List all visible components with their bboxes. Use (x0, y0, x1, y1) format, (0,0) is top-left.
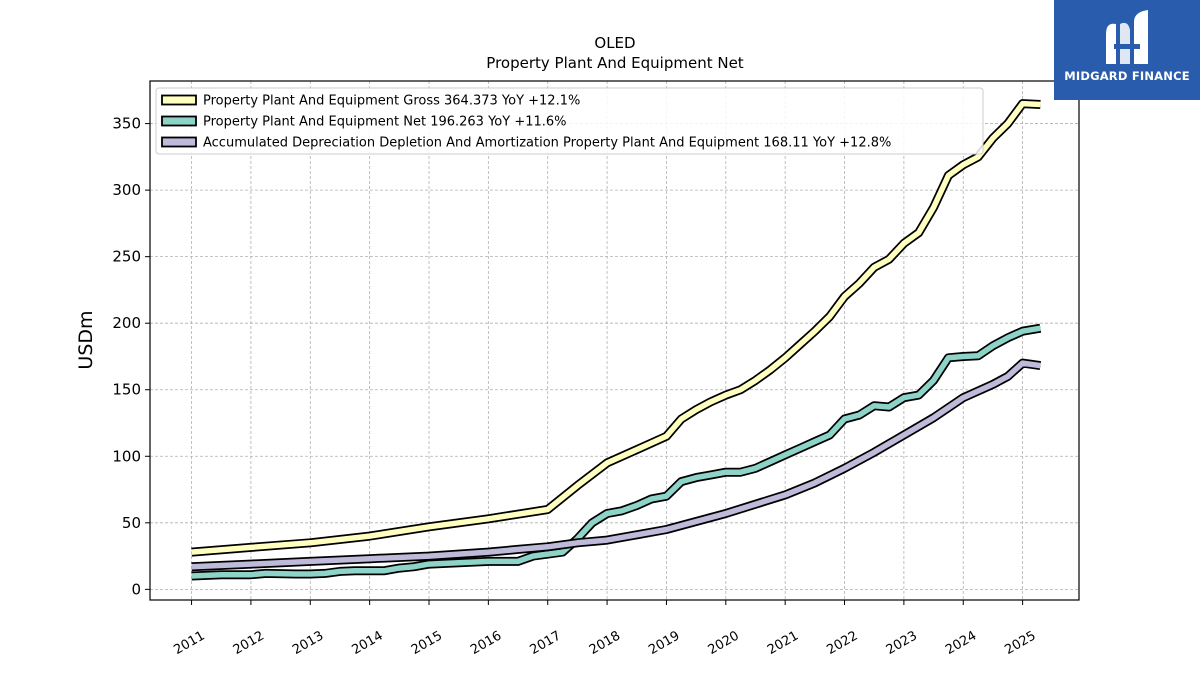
x-tick-label: 2017 (528, 628, 564, 658)
legend-swatch (161, 94, 197, 106)
midgard-logo-icon (1106, 10, 1148, 64)
y-tick-label: 0 (131, 580, 141, 598)
y-tick-label: 250 (112, 248, 141, 266)
legend-entry: Accumulated Depreciation Depletion And A… (203, 136, 891, 151)
x-tick-label: 2015 (409, 628, 445, 658)
x-tick-label: 2019 (646, 628, 682, 658)
x-tick-label: 2024 (943, 628, 979, 658)
brand-logo: MIDGARD FINANCE (1054, 0, 1200, 100)
series-layer (191, 99, 1042, 581)
x-tick-label: 2018 (587, 628, 623, 658)
y-tick-label: 200 (112, 314, 141, 332)
legend-swatch (161, 136, 197, 148)
x-tick-label: 2011 (171, 628, 207, 658)
y-tick-label: 300 (112, 181, 141, 199)
x-tick-label: 2023 (884, 628, 920, 658)
y-axis-label: USDm (75, 310, 97, 369)
y-axis: 0 50 100 150 200 250 300 350 (112, 115, 150, 598)
legend: Property Plant And Equipment Gross 364.3… (155, 87, 984, 155)
y-tick-label: 100 (112, 447, 141, 465)
x-tick-label: 2020 (706, 628, 742, 658)
x-tick-label: 2016 (468, 628, 504, 658)
y-tick-label: 150 (112, 381, 141, 399)
x-tick-label: 2021 (765, 628, 801, 658)
grid-lines (150, 81, 1079, 600)
legend-entry: Property Plant And Equipment Gross 364.3… (203, 94, 580, 109)
legend-box (155, 87, 984, 155)
x-tick-label: 2012 (231, 628, 267, 658)
x-axis: 2011 2012 2013 2014 2015 2016 2017 2018 2019 2020… (171, 600, 1039, 658)
y-tick-label: 350 (112, 115, 141, 133)
series-line (191, 100, 1041, 555)
chart-title: OLED (594, 34, 635, 52)
y-tick-label: 50 (122, 514, 141, 532)
series-line-outline (191, 99, 1041, 557)
legend-entry: Property Plant And Equipment Net 196.263… (203, 115, 567, 130)
plot-frame (149, 80, 1080, 601)
series-line (191, 325, 1041, 579)
x-tick-label: 2014 (349, 628, 385, 658)
brand-name: MIDGARD FINANCE (1064, 69, 1190, 83)
series-line (191, 360, 1041, 570)
x-tick-label: 2025 (1002, 628, 1038, 658)
x-tick-label: 2022 (824, 628, 860, 658)
legend-swatch (161, 115, 197, 127)
x-tick-label: 2013 (290, 628, 326, 658)
chart-subtitle: Property Plant And Equipment Net (486, 54, 743, 72)
